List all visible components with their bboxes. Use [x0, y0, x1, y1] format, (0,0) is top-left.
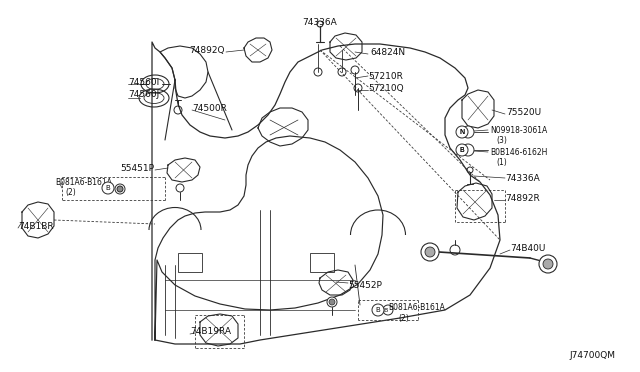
- Text: 55451P: 55451P: [120, 164, 154, 173]
- Text: B0B146-6162H: B0B146-6162H: [490, 148, 547, 157]
- Text: B: B: [460, 147, 465, 153]
- Text: 55452P: 55452P: [348, 280, 382, 289]
- Text: 75520U: 75520U: [506, 108, 541, 116]
- Text: (1): (1): [496, 157, 507, 167]
- Circle shape: [421, 243, 439, 261]
- Text: 74B40U: 74B40U: [510, 244, 545, 253]
- Text: B: B: [376, 307, 380, 313]
- Text: B: B: [460, 147, 465, 153]
- Text: (2): (2): [65, 187, 76, 196]
- Text: 74336A: 74336A: [505, 173, 540, 183]
- Circle shape: [327, 297, 337, 307]
- Text: N: N: [460, 129, 465, 135]
- Circle shape: [383, 305, 393, 315]
- Text: 64824N: 64824N: [370, 48, 405, 57]
- Text: (2): (2): [398, 314, 409, 323]
- Text: B: B: [383, 308, 387, 312]
- Text: 57210R: 57210R: [368, 71, 403, 80]
- Circle shape: [462, 126, 474, 138]
- Circle shape: [102, 182, 114, 194]
- Text: N09918-3061A: N09918-3061A: [490, 125, 547, 135]
- Circle shape: [456, 126, 468, 138]
- Text: J74700QM: J74700QM: [569, 352, 615, 360]
- Text: 74892R: 74892R: [505, 193, 540, 202]
- Circle shape: [462, 144, 474, 156]
- Text: B: B: [106, 185, 110, 191]
- Text: N: N: [460, 129, 465, 135]
- Text: 74B19RA: 74B19RA: [190, 327, 231, 337]
- Circle shape: [543, 259, 553, 269]
- Text: 57210Q: 57210Q: [368, 83, 404, 93]
- Text: 74892Q: 74892Q: [189, 45, 225, 55]
- Text: (3): (3): [496, 135, 507, 144]
- Circle shape: [372, 304, 384, 316]
- Circle shape: [115, 184, 125, 194]
- Text: B081A6-B161A: B081A6-B161A: [55, 177, 112, 186]
- Text: 74560I: 74560I: [128, 77, 159, 87]
- Circle shape: [117, 186, 123, 192]
- Circle shape: [425, 247, 435, 257]
- Text: 74500R: 74500R: [192, 103, 227, 112]
- Text: 74560J: 74560J: [128, 90, 159, 99]
- Circle shape: [539, 255, 557, 273]
- Text: B081A6-B161A: B081A6-B161A: [388, 304, 445, 312]
- Text: 74B1BR: 74B1BR: [18, 221, 54, 231]
- Circle shape: [329, 299, 335, 305]
- Circle shape: [456, 144, 468, 156]
- Text: 74336A: 74336A: [303, 17, 337, 26]
